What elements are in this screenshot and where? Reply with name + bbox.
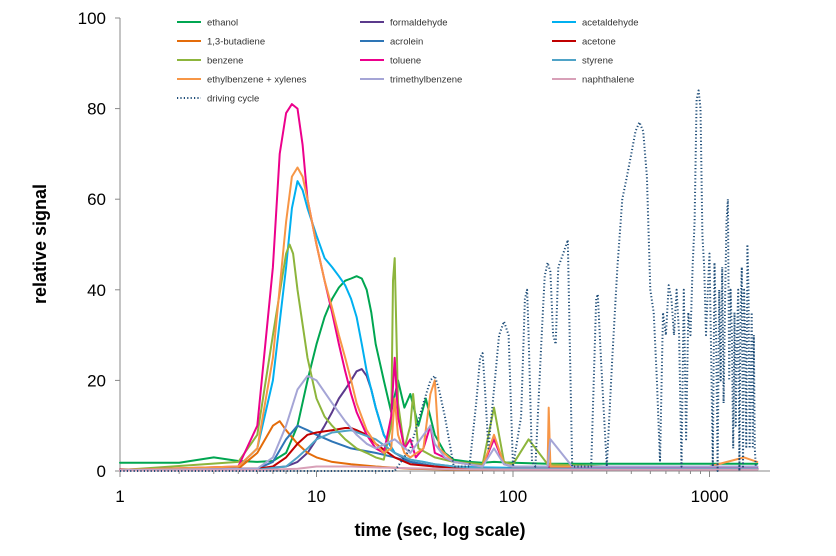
legend-label: toluene	[390, 56, 421, 67]
legend-item: formaldehyde	[360, 18, 448, 29]
y-tick-label: 60	[87, 190, 106, 209]
legend-item: acrolein	[360, 37, 423, 48]
legend-item: ethanol	[177, 18, 238, 29]
legend-label: trimethylbenzene	[390, 75, 462, 86]
y-tick-label: 80	[87, 100, 106, 119]
y-ticks: 0 20 40 60 80 100	[78, 9, 120, 481]
legend-item: toluene	[360, 56, 421, 67]
legend-label: acetone	[582, 37, 616, 48]
x-tick-label: 1000	[691, 487, 729, 506]
y-tick-label: 0	[97, 462, 106, 481]
y-tick-label: 100	[78, 9, 106, 28]
series-line-styrene	[119, 429, 759, 472]
legend-label: 1,3-butadiene	[207, 37, 265, 48]
legend-label: acrolein	[390, 37, 423, 48]
y-tick-label: 20	[87, 371, 106, 390]
legend-item: acetaldehyde	[552, 18, 639, 29]
y-axis-label: relative signal	[30, 184, 50, 304]
legend-label: benzene	[207, 56, 243, 67]
legend-label: acetaldehyde	[582, 18, 639, 29]
legend-item: trimethylbenzene	[360, 75, 462, 86]
legend-label: formaldehyde	[390, 18, 448, 29]
legend-label: naphthalene	[582, 75, 634, 86]
legend-item: naphthalene	[552, 75, 634, 86]
x-tick-label: 1	[115, 487, 124, 506]
legend-item: acetone	[552, 37, 616, 48]
x-axis-label: time (sec, log scale)	[354, 520, 525, 540]
legend-item: ethylbenzene + xylenes	[177, 75, 307, 86]
legend-label: ethanol	[207, 18, 238, 29]
series-lines	[119, 89, 759, 472]
x-tick-label: 10	[307, 487, 326, 506]
x-ticks: 1 10 100 1000	[115, 471, 728, 506]
y-tick-label: 40	[87, 281, 106, 300]
legend-item: styrene	[552, 56, 613, 67]
legend-item: benzene	[177, 56, 243, 67]
legend: ethanol formaldehyde acetaldehyde 1,3-butad…	[177, 18, 639, 105]
x-tick-label: 100	[499, 487, 527, 506]
series-line-naphthalene	[119, 465, 759, 472]
legend-item: driving cycle	[177, 94, 259, 105]
legend-label: ethylbenzene + xylenes	[207, 75, 307, 86]
series-line-ethylbenzene-xylenes	[119, 166, 759, 472]
series-line-driving-cycle	[120, 89, 757, 472]
legend-label: styrene	[582, 56, 613, 67]
series-line-benzene	[119, 243, 759, 472]
legend-label: driving cycle	[207, 94, 259, 105]
series-line-ethanol	[119, 275, 759, 465]
series-line-toluene	[119, 103, 759, 472]
legend-item: 1,3-butadiene	[177, 37, 265, 48]
